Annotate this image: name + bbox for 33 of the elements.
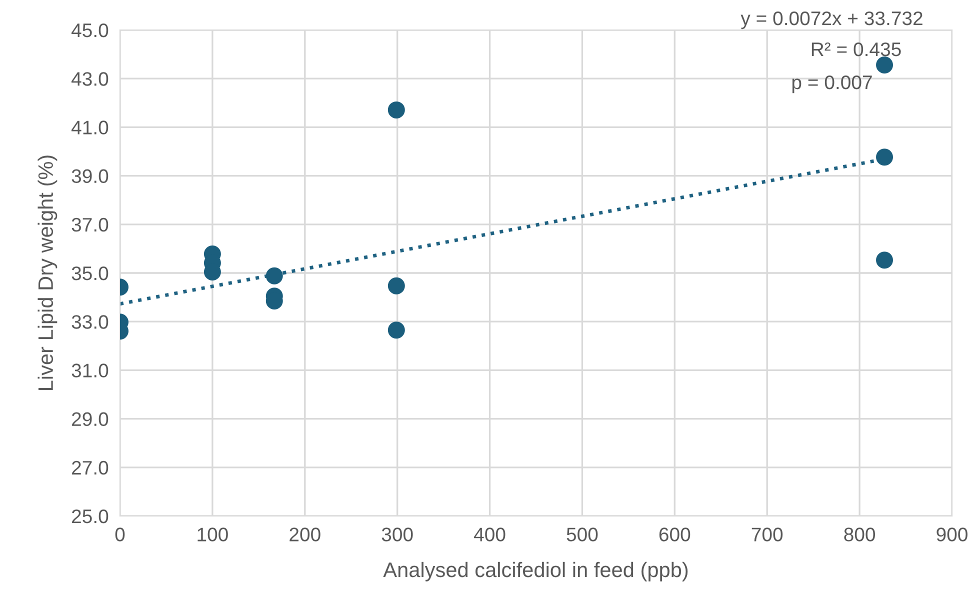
y-tick-label: 29.0 [72,412,108,426]
y-tick-label: 41.0 [71,120,108,134]
x-tick-label: 700 [752,528,783,542]
y-tick-label: 27.0 [72,460,108,475]
y-tick-label: 33.0 [72,315,108,329]
x-tick-label: 200 [290,528,320,542]
y-tick-label: 39.0 [72,169,108,184]
y-tick-label: 25.0 [72,509,108,524]
annotation: p = 0.007 [792,75,872,94]
point [388,322,405,339]
point [876,148,894,166]
point [876,252,894,269]
y-tick-label: 35.0 [72,266,108,280]
point [266,267,283,284]
y-tick-label: 45.0 [71,23,108,38]
point [876,56,894,74]
text: y = 0.0072x + 33.732 [740,11,922,30]
x-tick-label: 900 [936,528,968,542]
annotation: R² = 0.435 [812,42,901,56]
y-tick-label: 43.0 [71,72,108,86]
x-axis-title: Analysed calcifediol in feed (ppb) [383,562,688,582]
point [388,277,405,294]
y-tick-label: 37.0 [72,218,108,232]
y-tick-label: 31.0 [72,364,108,378]
x-tick-label: 600 [659,528,690,542]
y-axis-title: Liver Lipid Dry weight (%) [38,156,58,390]
x-tick-label: 500 [566,528,598,542]
x-tick-label: 400 [474,528,506,542]
x-tick-label: 300 [382,528,413,542]
x-tick-label: 100 [198,528,228,542]
x-tick-label: 800 [844,528,876,542]
point [388,101,405,118]
x-tick-label: 0 [115,528,125,542]
